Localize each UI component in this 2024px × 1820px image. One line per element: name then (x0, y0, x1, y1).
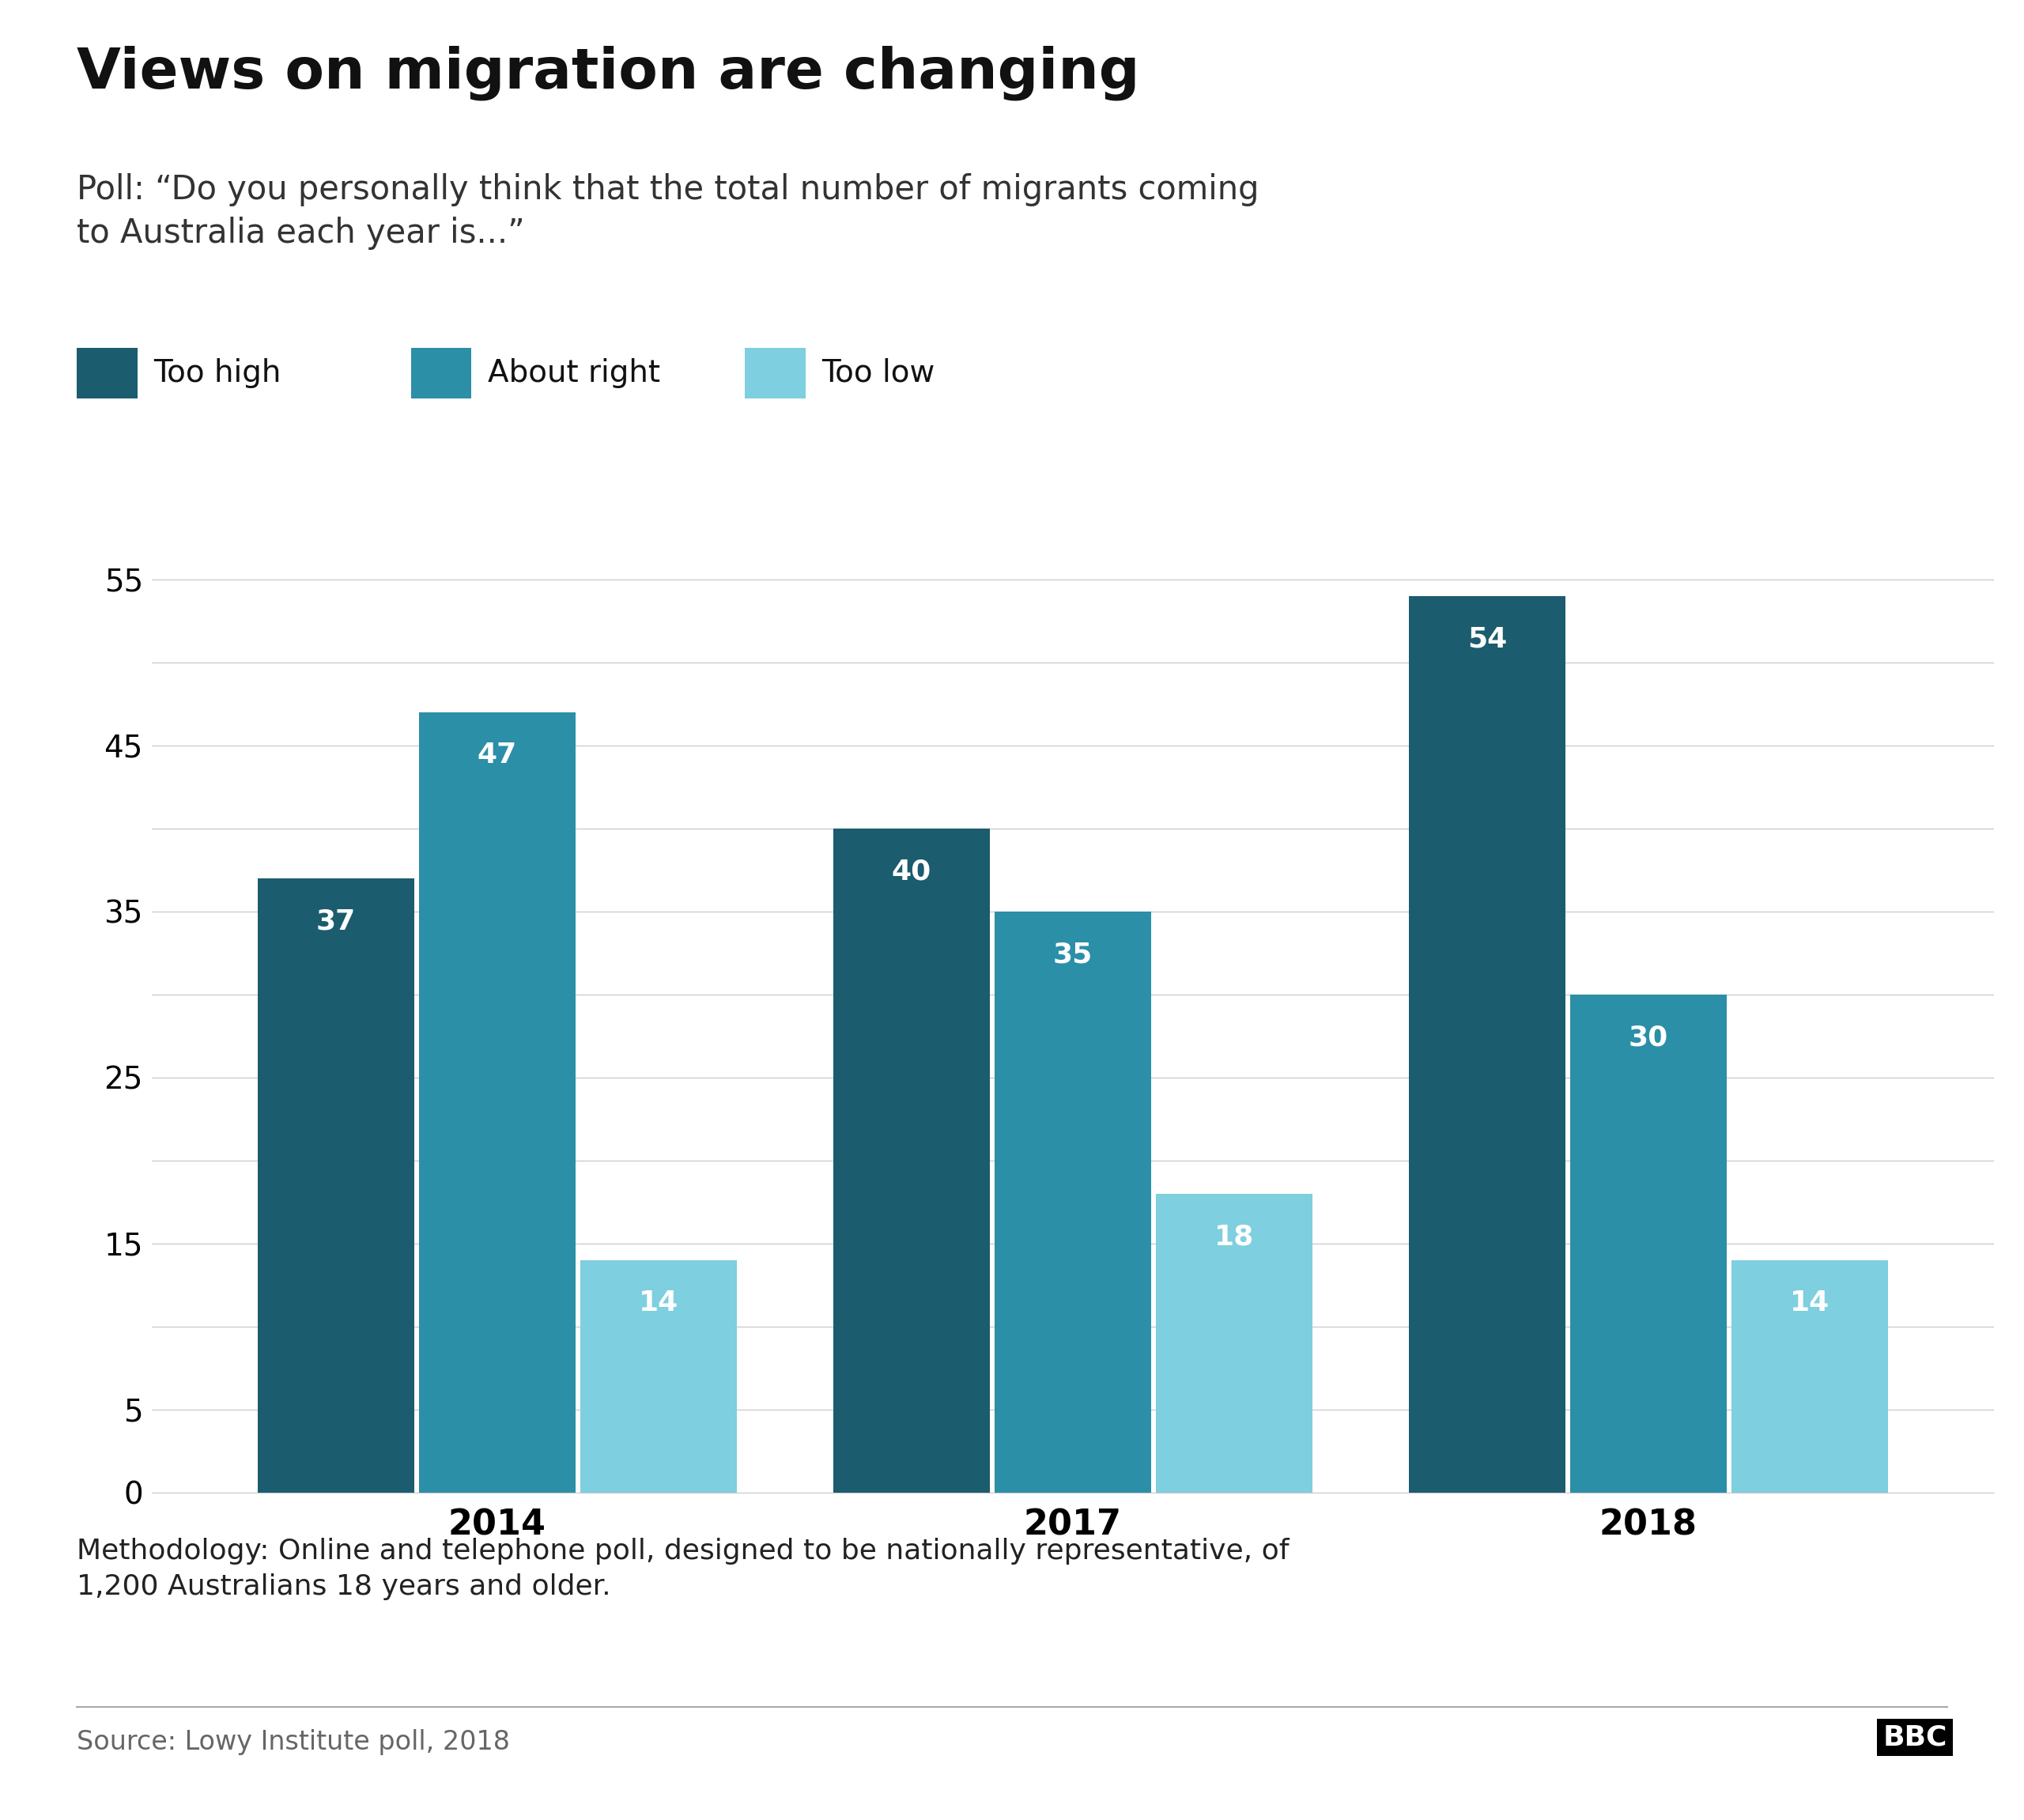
Bar (257, 877, 415, 1492)
Bar (581, 1259, 737, 1492)
Bar (1156, 1194, 1312, 1492)
Text: 40: 40 (893, 859, 931, 885)
Bar (1409, 595, 1565, 1492)
Bar (834, 828, 990, 1492)
Text: 47: 47 (478, 743, 516, 768)
Text: About right: About right (488, 359, 660, 388)
Text: Too high: Too high (154, 359, 281, 388)
Bar (419, 712, 575, 1492)
Text: Too low: Too low (822, 359, 935, 388)
Bar (1731, 1259, 1888, 1492)
Text: Methodology: Online and telephone poll, designed to be nationally representative: Methodology: Online and telephone poll, … (77, 1538, 1289, 1600)
Text: 14: 14 (638, 1290, 678, 1316)
Text: Views on migration are changing: Views on migration are changing (77, 46, 1140, 100)
Bar (994, 912, 1152, 1492)
Text: 18: 18 (1214, 1223, 1253, 1250)
Text: 35: 35 (1052, 941, 1093, 968)
Text: 30: 30 (1629, 1025, 1668, 1052)
Text: BBC: BBC (1882, 1724, 1947, 1751)
Text: 14: 14 (1789, 1290, 1830, 1316)
Text: 54: 54 (1467, 626, 1508, 653)
Bar (1571, 994, 1726, 1492)
Text: Source: Lowy Institute poll, 2018: Source: Lowy Institute poll, 2018 (77, 1729, 510, 1754)
Text: 37: 37 (316, 908, 356, 935)
Text: Poll: “Do you personally think that the total number of migrants coming
to Austr: Poll: “Do you personally think that the … (77, 173, 1259, 249)
